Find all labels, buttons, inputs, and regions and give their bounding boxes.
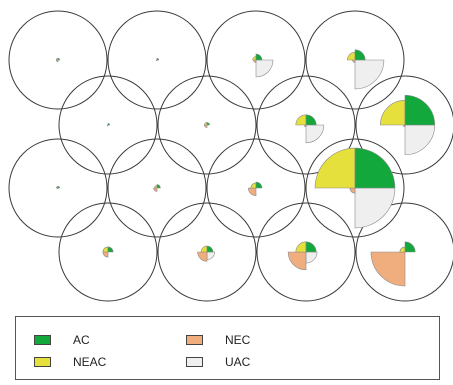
grid-circle-r4-c4 <box>355 202 453 302</box>
pies-layer <box>55 49 436 287</box>
pie-slice-nec <box>253 59 257 63</box>
grid-circle-r2-c2 <box>157 75 257 175</box>
pie-slice-neac <box>295 114 307 126</box>
pie-slice-ac <box>57 185 61 189</box>
pie-slice-uac <box>255 59 274 78</box>
grid-circle-r2-c3 <box>256 75 356 175</box>
legend-label-uac: UAC <box>225 355 251 369</box>
grid-circle-r1-c2 <box>107 10 207 110</box>
pie-glyph-r2-c2 <box>204 122 210 128</box>
pie-slice-ac <box>305 241 317 253</box>
grid-circle-r1-c4 <box>305 10 405 110</box>
pie-glyph-r3-c1 <box>55 185 61 190</box>
pie-slice-neac <box>250 182 257 189</box>
pie-slice-ac <box>57 57 61 61</box>
pie-slice-ac <box>305 114 317 126</box>
pie-slice-uac <box>354 187 396 229</box>
pie-slice-uac <box>305 251 318 264</box>
grid-circle-r4-c3 <box>256 202 356 302</box>
pie-slice-ac <box>107 122 111 126</box>
legend-swatch-nec <box>186 335 203 345</box>
pie-slice-uac <box>206 251 215 260</box>
pie-glyph-r3-c3 <box>248 181 263 196</box>
pie-slice-ac <box>206 245 214 253</box>
legend-label-neac: NEAC <box>73 355 107 369</box>
legend-swatch-uac <box>186 357 203 367</box>
legend: AC NEAC NEC UAC <box>15 316 440 380</box>
grid-circle-r2-c4 <box>355 75 453 175</box>
legend-swatch-neac <box>34 357 51 367</box>
pie-glyph-r1-c4 <box>347 49 385 90</box>
pie-slice-uac <box>305 124 325 144</box>
legend-label-nec: NEC <box>225 333 251 347</box>
grid-circle-r2-c1 <box>58 75 158 175</box>
grid-circle-r3-c3 <box>206 138 306 238</box>
pie-glyph-r2-c1 <box>106 122 111 127</box>
pie-slice-uac <box>404 124 436 156</box>
legend-swatch-ac <box>34 335 51 345</box>
pie-glyph-r1-c3 <box>252 53 274 78</box>
legend-item-neac: NEAC <box>34 355 106 369</box>
legend-item-uac: UAC <box>186 355 250 369</box>
pie-slice-neac <box>204 122 208 126</box>
pie-slice-nec <box>349 187 356 194</box>
pie-slice-nec <box>204 124 208 128</box>
pie-slice-neac <box>154 185 158 189</box>
pie-slice-nec <box>153 187 158 192</box>
pie-slice-ac <box>206 122 210 126</box>
pie-slice-nec <box>370 251 406 287</box>
pie-slice-ac <box>354 147 396 189</box>
legend-item-ac: AC <box>34 333 90 347</box>
pie-slice-neac <box>295 241 307 253</box>
grid-circle-r3-c4 <box>305 138 405 238</box>
pie-slice-neac <box>314 147 356 189</box>
pie-slice-nec <box>197 251 208 262</box>
circles-layer <box>8 10 453 302</box>
grid-circle-r3-c1 <box>8 138 108 238</box>
pie-glyph-r4-c2 <box>197 245 215 262</box>
pie-glyph-r1-c2 <box>155 57 160 62</box>
pie-glyph-r3-c2 <box>153 184 161 192</box>
grid-circle-r3-c2 <box>107 138 207 238</box>
pie-slice-ac <box>107 246 114 253</box>
grid-circle-r4-c2 <box>157 202 257 302</box>
pie-slice-ac <box>255 181 263 189</box>
pie-slice-neac <box>200 245 208 253</box>
pie-slice-nec <box>102 251 109 258</box>
pie-glyph-r2-c4 <box>380 94 436 156</box>
legend-label-ac: AC <box>73 333 90 347</box>
pie-slice-ac <box>255 53 263 61</box>
pie-slice-neac <box>102 246 109 253</box>
pie-slice-nec <box>248 187 257 196</box>
legend-item-nec: NEC <box>186 333 250 347</box>
pie-glyph-r3-c4 <box>314 147 396 229</box>
pie-slice-neac <box>347 52 356 61</box>
grid-circle-r1-c3 <box>206 10 306 110</box>
grid-circle-r4-c1 <box>58 202 158 302</box>
pie-slice-nec <box>352 59 356 63</box>
pie-slice-uac <box>354 59 385 90</box>
pie-slice-neac <box>399 246 406 253</box>
pie-slice-ac <box>156 57 160 61</box>
pie-glyph-r2-c3 <box>295 114 325 144</box>
pie-slice-ac <box>156 184 161 189</box>
pie-slice-neac <box>380 100 406 126</box>
grid-circle-r1-c1 <box>8 10 108 110</box>
pie-slice-ac <box>404 94 436 126</box>
pie-glyph-r4-c4 <box>370 241 416 287</box>
pie-slice-ac <box>404 241 416 253</box>
pie-slice-neac <box>252 56 257 61</box>
pie-glyph-r4-c1 <box>102 246 114 258</box>
pie-glyph-r1-c1 <box>55 57 61 63</box>
pie-slice-ac <box>354 49 366 61</box>
pie-slice-nec <box>287 251 307 271</box>
hexagonal-pie-grid <box>8 10 453 302</box>
pie-glyph-r4-c3 <box>287 241 318 271</box>
